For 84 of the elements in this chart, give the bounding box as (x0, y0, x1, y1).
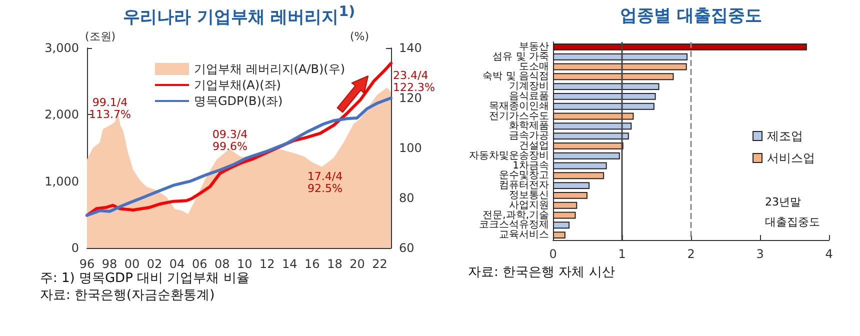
bar (553, 202, 578, 209)
bar (553, 122, 632, 130)
y-tick-label: 금속가공 (509, 130, 549, 142)
y-tick-label: 자동차및운송장비 (469, 150, 549, 162)
bar (553, 102, 654, 110)
bar (553, 132, 629, 140)
bar (553, 232, 566, 239)
legend-label: 기업부채(A)(좌) (194, 78, 281, 92)
chart-title: 업종별 대출집중도 (619, 5, 763, 27)
bar (553, 63, 687, 70)
x-tick-label: 4 (825, 247, 833, 261)
legend-label: 명목GDP(B)(좌) (194, 94, 283, 108)
bar (553, 162, 607, 170)
y-tick-label: 부동산 (519, 41, 549, 52)
y-axis-title: (조원) (85, 30, 116, 43)
y-tick-label: 1차금속 (512, 160, 549, 172)
text: 주: 1) 명목GDP 대비 기업부채 비율 (40, 270, 250, 287)
bar (553, 92, 656, 100)
y-tick-label: 1,000 (44, 174, 79, 188)
y-tick-label: 교육서비스 (499, 230, 549, 241)
y2-tick-label: 120 (399, 91, 422, 105)
bar (553, 73, 674, 80)
bar (553, 83, 660, 90)
y2-tick-label: 140 (399, 41, 422, 55)
y-tick-label: 2,000 (44, 108, 79, 122)
legend-label: 제조업 (767, 129, 803, 143)
y2-tick-label: 80 (399, 191, 414, 205)
x-tick-label: 16 (304, 257, 320, 271)
chart-title: 우리나라 기업부채 레버리지$^{1)}$ (122, 4, 356, 29)
y-tick-label: 건설업 (519, 140, 549, 152)
text: 자료: 한국은행 자체 시산 (468, 264, 615, 281)
x-tick-label: 96 (79, 257, 95, 271)
line-series (86, 96, 392, 217)
x-tick-label: 02 (146, 257, 162, 271)
y-tick-label: 기계장비 (509, 81, 549, 92)
bar (553, 182, 590, 190)
legend-label: 서비스업 (767, 151, 815, 165)
x-tick-label: 10 (236, 257, 252, 271)
bar (553, 53, 688, 60)
annotation: 99.1/4 113.7% (88, 96, 132, 121)
bar (553, 112, 634, 120)
x-tick-label: 14 (282, 257, 298, 271)
bar (553, 43, 807, 50)
y-tick-label: 운수및창고 (499, 170, 549, 182)
annotation: 17.4/4 92.5% (306, 170, 344, 195)
x-tick-label: 12 (260, 257, 275, 271)
y-tick-label: 정보통신 (509, 190, 549, 201)
x-tick-label: 22 (372, 257, 388, 271)
x-tick-label: 1 (618, 247, 626, 261)
x-tick-label: 04 (169, 257, 185, 271)
y2-tick-label: 60 (399, 241, 414, 255)
y-tick-label: 숙박 및 음식점 (482, 71, 549, 82)
bar (553, 192, 588, 199)
bar (553, 212, 576, 219)
x-tick-label: 3 (756, 247, 764, 261)
x-tick-label: 08 (214, 257, 230, 271)
bar (553, 152, 620, 160)
x-tick-label: 18 (327, 257, 342, 271)
text: 23.4/4 122.3% (393, 69, 435, 94)
x-tick-label: 06 (192, 257, 208, 271)
x-tick-label: 98 (102, 257, 118, 271)
y-tick-label: 목재종이인쇄 (489, 100, 549, 112)
text: 자료: 한국은행(자금순환통계) (40, 287, 216, 304)
x-tick-label: 20 (350, 257, 365, 271)
annotation: 23년말 대출집중도 (765, 196, 820, 228)
y2-axis-title: (%) (350, 30, 369, 43)
bar (553, 222, 570, 229)
x-tick-label: 00 (124, 257, 140, 271)
y-tick-label: 전문,과학,기술 (482, 210, 549, 221)
y-tick-label: 음식료품 (509, 90, 549, 102)
y-tick-label: 도소매 (519, 61, 549, 72)
legend-label: 기업부채 레버리지(A/B)(우) (194, 62, 346, 76)
y-tick-label: 전기가스수도 (489, 110, 549, 122)
bar (553, 142, 624, 150)
y2-tick-label: 100 (399, 141, 422, 155)
x-tick-label: 2 (687, 247, 695, 261)
y-tick-label: 화학제품 (509, 120, 549, 132)
y-tick-label: 3,000 (44, 41, 79, 55)
bar (553, 172, 604, 180)
y-tick-label: 사업지원 (509, 200, 549, 211)
y-tick-label: 컴퓨터전자 (499, 180, 549, 192)
annotation: 09.3/4 99.6% (211, 128, 249, 153)
y-tick-label: 섬유 및 가죽 (492, 51, 549, 62)
y-tick-label: 코크스석유정제 (479, 220, 549, 231)
